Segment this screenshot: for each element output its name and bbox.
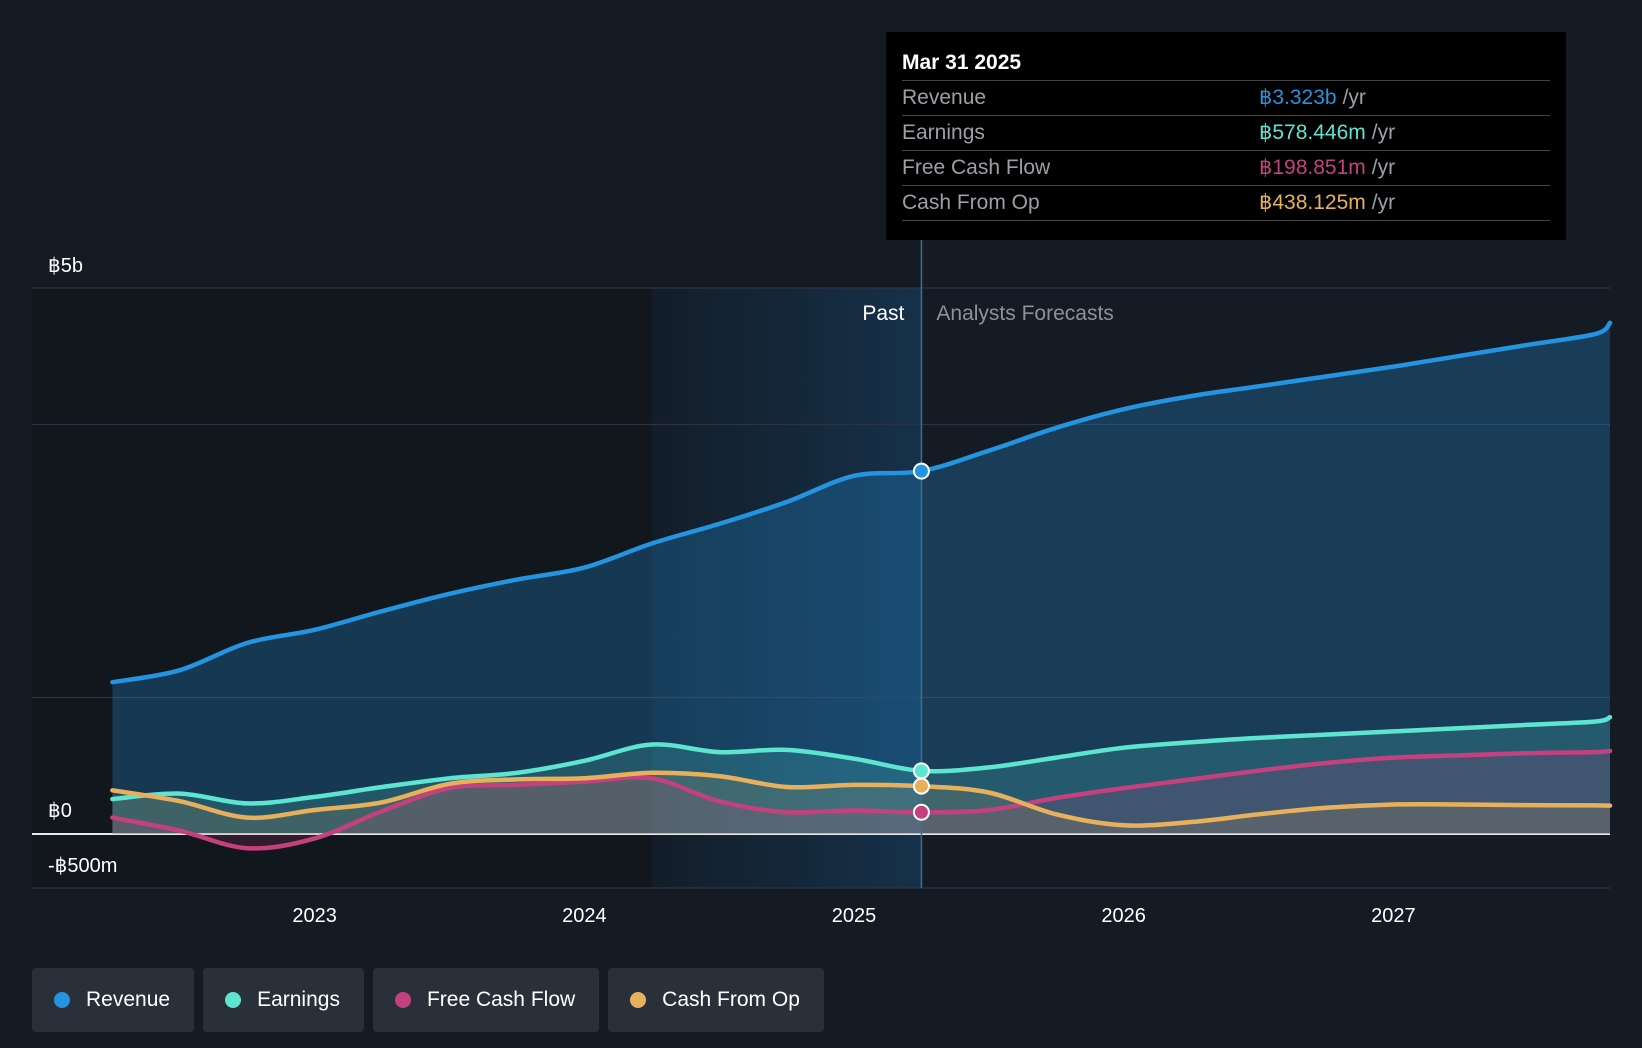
past-label: Past — [862, 302, 904, 325]
legend-label: Revenue — [86, 988, 171, 1011]
marker-earnings — [912, 762, 930, 780]
x-tick-label: 2027 — [1371, 905, 1416, 927]
legend-label: Earnings — [257, 988, 340, 1011]
line-earnings — [110, 714, 1613, 806]
tooltip-row-revenue: Revenue ฿3.323b /yr — [902, 81, 1550, 116]
tooltip-row-unit: /yr — [1371, 191, 1396, 214]
x-axis-ticks: 2023 2024 2025 2026 2027 — [292, 905, 1415, 927]
legend-label: Free Cash Flow — [426, 988, 576, 1011]
marker-cash-from-op — [912, 777, 930, 795]
x-tick-label: 2023 — [292, 905, 337, 927]
x-tick-label: 2024 — [562, 905, 607, 927]
tooltip-row-value: ฿438.125m — [1259, 191, 1366, 214]
x-tick-label: 2026 — [1101, 905, 1146, 927]
series-lines — [110, 320, 1613, 851]
legend-dot-icon — [394, 992, 411, 1008]
tooltip-row-earnings: Earnings ฿578.446m /yr — [902, 116, 1550, 151]
tooltip-row-unit: /yr — [1342, 86, 1366, 109]
marker-free-cash-flow — [912, 803, 930, 821]
tooltip-row-value: ฿578.446m — [1259, 121, 1366, 144]
area-earnings — [112, 717, 1610, 834]
legend-item-revenue[interactable]: Revenue — [32, 968, 195, 1032]
tooltip-row-value: ฿3.323b — [1259, 86, 1337, 109]
tooltip-date: Mar 31 2025 — [902, 46, 1550, 81]
tooltip-row-free-cash-flow: Free Cash Flow ฿198.851m /yr — [902, 151, 1550, 186]
value-markers — [912, 462, 930, 821]
legend-item-earnings[interactable]: Earnings — [203, 968, 364, 1032]
tooltip-row-name: Cash From Op — [902, 191, 1040, 214]
line-cash-from-op — [110, 770, 1613, 828]
tooltip-row-unit: /yr — [1371, 121, 1396, 144]
tooltip-row-value: ฿198.851m — [1259, 156, 1366, 179]
legend-dot-icon — [54, 992, 70, 1008]
legend-dot-icon — [225, 992, 242, 1008]
line-free-cash-flow — [110, 748, 1613, 851]
forecast-label: Analysts Forecasts — [936, 302, 1113, 325]
chart-legend: Revenue Earnings Free Cash Flow Cash Fro… — [32, 968, 824, 1032]
tooltip-row-cash-from-op: Cash From Op ฿438.125m /yr — [902, 186, 1550, 221]
legend-item-free-cash-flow[interactable]: Free Cash Flow — [372, 968, 600, 1032]
y-axis-label-top: ฿5b — [48, 255, 83, 277]
tooltip-row-name: Free Cash Flow — [902, 156, 1051, 179]
area-revenue — [112, 322, 1610, 834]
legend-label: Cash From Op — [662, 988, 800, 1011]
legend-dot-icon — [630, 992, 647, 1008]
tooltip-row-name: Revenue — [902, 86, 987, 109]
marker-revenue — [912, 462, 930, 480]
line-revenue — [110, 320, 1613, 685]
data-tooltip: Mar 31 2025 Revenue ฿3.323b /yr Earnings… — [886, 32, 1566, 240]
y-axis-label-zero: ฿0 — [48, 800, 72, 822]
tooltip-row-unit: /yr — [1371, 156, 1396, 179]
y-axis-label-bottom: -฿500m — [48, 855, 117, 877]
legend-item-cash-from-op[interactable]: Cash From Op — [608, 968, 824, 1032]
grid-lines — [32, 287, 1610, 889]
tooltip-row-name: Earnings — [902, 121, 985, 144]
x-tick-label: 2025 — [832, 905, 877, 927]
